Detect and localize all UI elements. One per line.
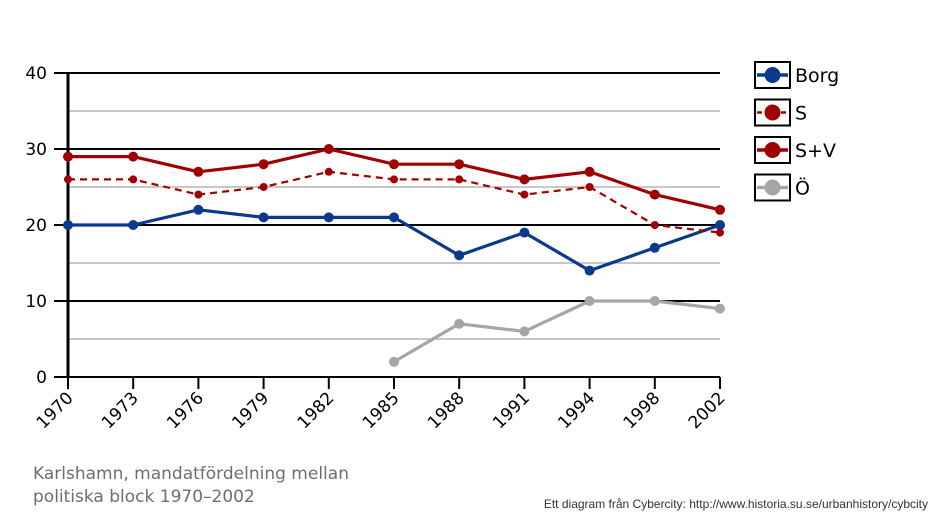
data-point-S — [455, 175, 464, 184]
data-point-Borg — [715, 220, 725, 230]
y-tick-label: 20 — [25, 216, 47, 236]
data-point-S — [585, 183, 594, 191]
caption-line-2: politiska block 1970–2002 — [33, 487, 255, 507]
data-point-Borg — [584, 265, 595, 276]
x-tick-label: 1979 — [228, 388, 273, 433]
legend-marker — [764, 67, 781, 83]
chart-caption: Karlshamn, mandatfördelning mellan polit… — [33, 463, 349, 509]
data-point-S — [520, 190, 529, 199]
legend-label: S+V — [795, 140, 836, 162]
data-point-S — [324, 167, 333, 176]
x-tick-label: 2002 — [685, 388, 730, 433]
x-tick-label: 1970 — [33, 388, 78, 433]
x-tick-label: 1991 — [489, 388, 534, 433]
data-point-S+V — [389, 159, 399, 170]
data-point-S — [716, 228, 724, 237]
data-point-S+V — [63, 151, 73, 162]
legend-label: Borg — [795, 65, 839, 87]
line-chart: 0 10 20 30 40 1970 1973 1976 1979 1982 1985 1988 199… — [25, 61, 839, 433]
x-tick-label: 1985 — [359, 388, 404, 433]
data-point-S — [390, 175, 398, 184]
data-point-S — [194, 190, 203, 199]
y-tick-label: 0 — [36, 368, 47, 388]
data-point-S+V — [715, 204, 725, 215]
data-point-S+V — [649, 189, 660, 200]
data-point-S — [650, 221, 659, 229]
data-point-S+V — [323, 144, 334, 154]
legend-label: Ö — [795, 177, 810, 200]
series-line-Ö — [393, 299, 721, 364]
data-point-Borg — [389, 212, 399, 223]
data-point-S+V — [519, 174, 530, 185]
x-tick-label: 1994 — [554, 388, 599, 433]
legend-marker — [764, 179, 781, 196]
data-point-Borg — [519, 227, 530, 238]
data-point-S+V — [454, 159, 465, 170]
data-point-Borg — [258, 212, 269, 223]
x-tick-label: 1973 — [98, 388, 143, 433]
data-point-Ö — [389, 356, 399, 367]
data-point-Ö — [715, 303, 725, 314]
x-tick-label: 1998 — [620, 388, 665, 433]
data-point-S+V — [193, 166, 204, 177]
data-point-S+V — [128, 151, 139, 162]
data-point-S — [129, 175, 138, 184]
gridlines — [54, 72, 720, 378]
data-point-Borg — [454, 250, 465, 261]
y-tick-label: 40 — [25, 64, 47, 84]
legend-marker — [764, 104, 781, 121]
axes: 0 10 20 30 40 1970 1973 1976 1979 1982 1985 1988 199… — [25, 64, 729, 433]
data-point-Ö — [584, 296, 595, 306]
x-tick-label: 1988 — [424, 388, 469, 433]
x-tick-label: 1976 — [163, 388, 208, 433]
data-point-Ö — [649, 296, 660, 306]
data-point-Ö — [454, 318, 465, 329]
y-tick-label: 10 — [25, 292, 47, 312]
source-credit: Ett diagram från Cybercity: http://www.h… — [543, 497, 928, 511]
legend-marker — [764, 142, 781, 158]
data-point-Ö — [519, 326, 530, 337]
data-point-S+V — [258, 159, 269, 170]
x-tick-label: 1982 — [294, 388, 339, 433]
legend-label: S — [795, 103, 807, 125]
caption-line-1: Karlshamn, mandatfördelning mellan — [33, 464, 349, 484]
data-point-Borg — [649, 242, 660, 253]
y-tick-label: 30 — [25, 140, 47, 160]
data-point-Borg — [63, 220, 73, 230]
legend: Borg S S+V Ö — [754, 61, 839, 202]
data-point-S+V — [584, 166, 595, 177]
data-point-S — [259, 183, 268, 191]
series-group — [63, 144, 725, 367]
data-point-Borg — [128, 220, 139, 230]
data-point-Borg — [193, 204, 204, 215]
data-point-S — [64, 175, 72, 184]
data-point-Borg — [323, 212, 334, 223]
